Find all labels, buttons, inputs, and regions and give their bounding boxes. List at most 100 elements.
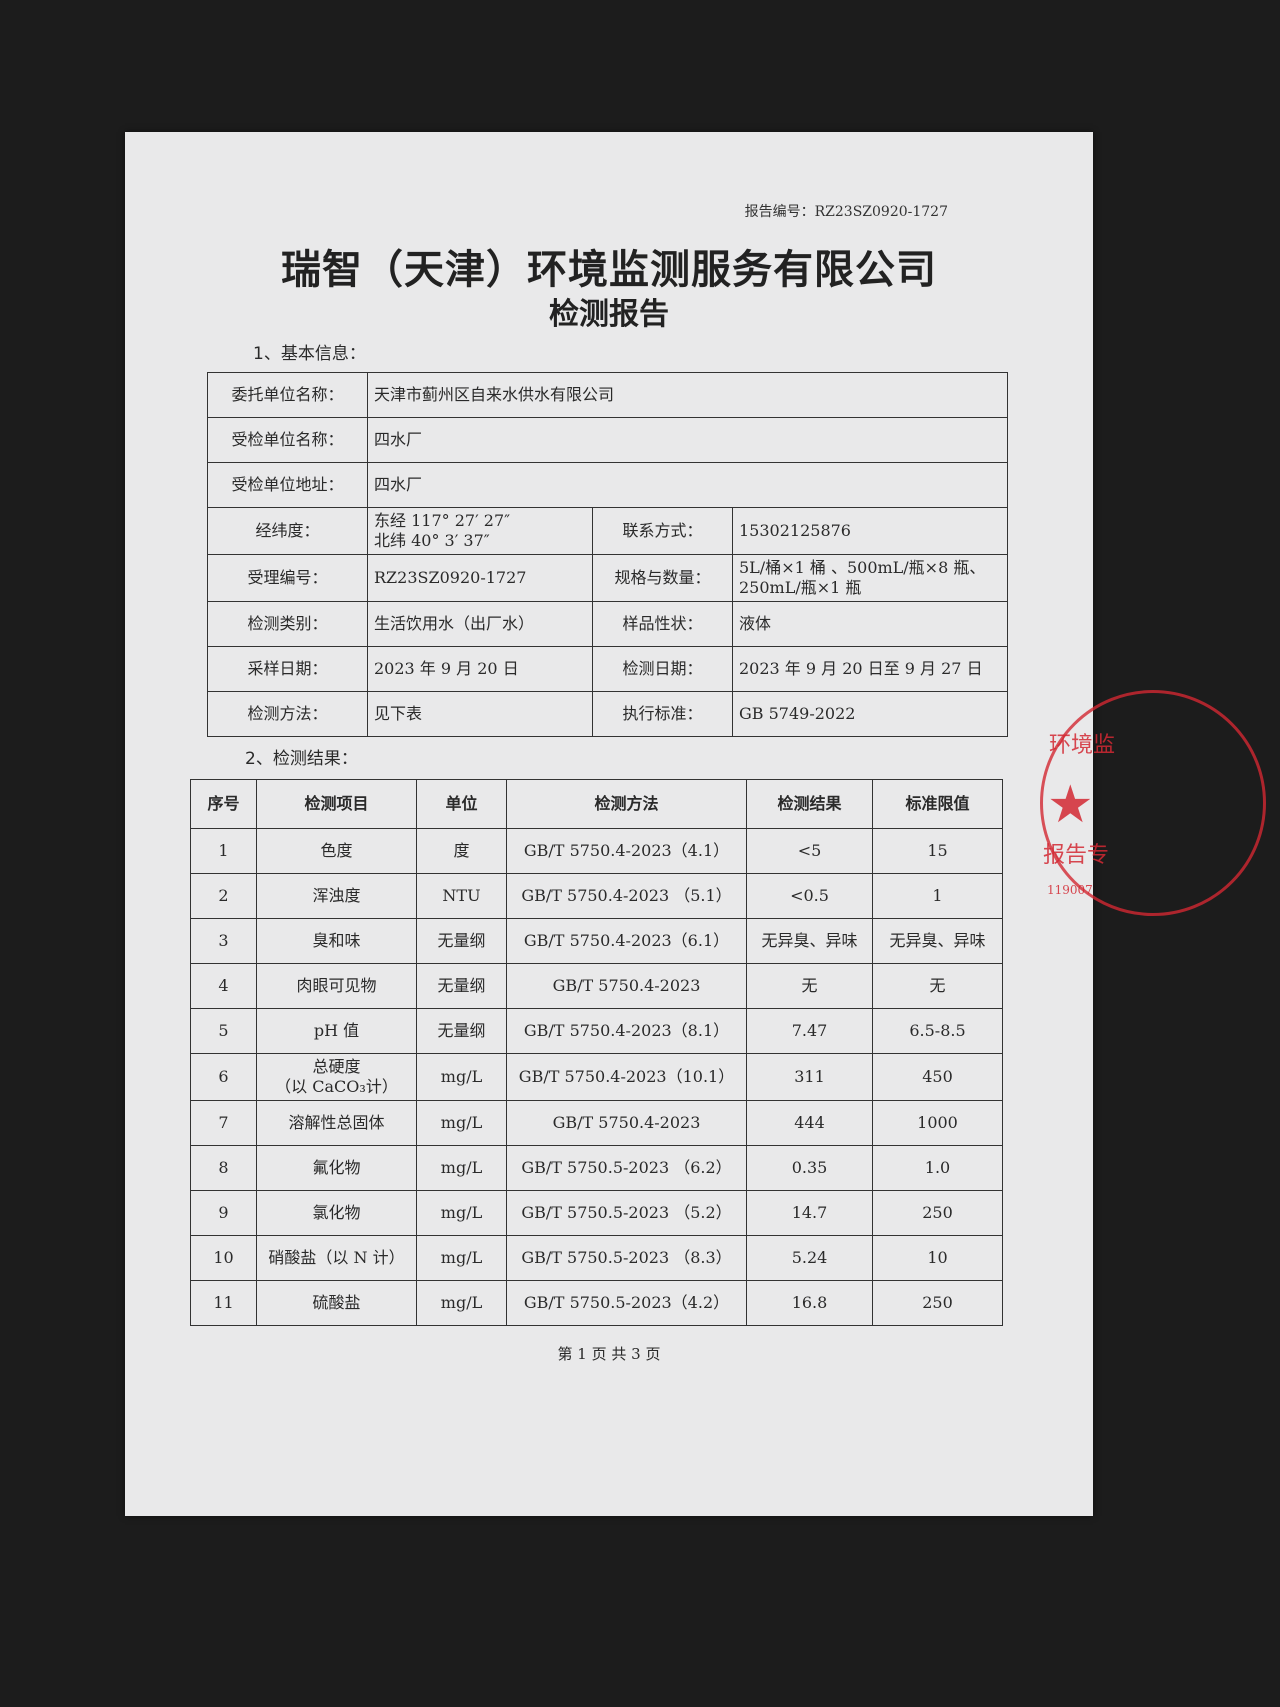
- value: 见下表: [367, 691, 593, 737]
- table-row: 4 肉眼可见物 无量纲 GB/T 5750.4-2023 无无: [190, 963, 1003, 1009]
- table-cell: GB/T 5750.4-2023 （5.1）: [506, 873, 747, 919]
- seal-code: 119007: [1047, 883, 1093, 897]
- seal-text-bottom: 报告专: [1043, 843, 1110, 868]
- table-cell: 臭和味: [256, 918, 417, 964]
- label: 检测日期：: [592, 646, 733, 692]
- spec-line: 5L/桶×1 桶 、500mL/瓶×8 瓶、: [739, 558, 986, 577]
- table-cell: 无量纲: [416, 963, 507, 1009]
- seal-text-top: 环境监: [1049, 733, 1116, 758]
- column-header: 标准限值: [872, 779, 1003, 829]
- label: 样品性状：: [592, 601, 733, 647]
- value: 5L/桶×1 桶 、500mL/瓶×8 瓶、 250mL/瓶×1 瓶: [731, 554, 1009, 602]
- value: GB 5749-2022: [731, 691, 1009, 737]
- table-row: 7 溶解性总固体 mg/L GB/T 5750.4-2023 444 1000: [190, 1100, 1003, 1146]
- table-cell: 硫酸盐: [256, 1280, 417, 1326]
- table-cell: GB/T 5750.4-2023（4.1）: [506, 828, 747, 874]
- table-cell: 肉眼可见物: [256, 963, 417, 1009]
- table-cell: 浑浊度: [256, 873, 417, 919]
- page-number: 第 1 页 共 3 页: [557, 1345, 661, 1363]
- table-cell: 无异臭、异味: [746, 918, 873, 964]
- label: 采样日期：: [207, 646, 368, 692]
- column-header: 序号: [190, 779, 257, 829]
- table-cell: 7: [190, 1100, 257, 1146]
- table-row: 8 氟化物 mg/L GB/T 5750.5-2023 （6.2） 0.35 1.0: [190, 1145, 1003, 1191]
- label: 执行标准：: [592, 691, 733, 737]
- value: 天津市蓟州区自来水供水有限公司: [366, 372, 1009, 418]
- table-cell: 4: [190, 963, 257, 1009]
- label: 经纬度：: [207, 507, 368, 555]
- table-cell: 10: [190, 1235, 257, 1281]
- label: 规格与数量：: [592, 554, 733, 602]
- table-cell: mg/L: [416, 1280, 507, 1326]
- table-cell: mg/L: [416, 1145, 507, 1191]
- table-row: 10 硝酸盐（以 N 计） mg/L GB/T 5750.5-2023 （8.3） 5.…: [190, 1235, 1003, 1281]
- value: 液体: [731, 601, 1009, 647]
- table-cell: GB/T 5750.5-2023（4.2）: [506, 1280, 747, 1326]
- label: 联系方式：: [592, 507, 733, 555]
- header-row: 序号 检测项目 单位 检测方法 检测结果 标准限值: [190, 779, 1003, 829]
- table-cell: 无异臭、异味: [872, 918, 1003, 964]
- table-cell: 6.5-8.5: [872, 1008, 1003, 1054]
- table-cell: 0.35: [746, 1145, 873, 1191]
- column-header: 检测项目: [256, 779, 417, 829]
- table-cell: GB/T 5750.5-2023 （8.3）: [506, 1235, 747, 1281]
- value: 生活饮用水（出厂水）: [367, 601, 593, 647]
- table-cell: mg/L: [416, 1190, 507, 1236]
- table-cell: 6: [190, 1053, 257, 1101]
- results-table: 序号 检测项目 单位 检测方法 检测结果 标准限值 1 色度度 GB/T 5750.4-202…: [190, 779, 1003, 1326]
- star-icon: ★: [1047, 775, 1094, 835]
- table-cell: 1.0: [872, 1145, 1003, 1191]
- table-row: 5 pH 值无量纲 GB/T 5750.4-2023（8.1） 7.47 6.5-8.5: [190, 1008, 1003, 1054]
- label: 委托单位名称：: [207, 372, 368, 418]
- column-header: 检测方法: [506, 779, 747, 829]
- table-row: 1 色度度 GB/T 5750.4-2023（4.1） <5 15: [190, 828, 1003, 874]
- value: 2023 年 9 月 20 日: [367, 646, 593, 692]
- company-title: 瑞智（天津）环境监测服务有限公司: [281, 247, 937, 293]
- table-cell: 氟化物: [256, 1145, 417, 1191]
- label: 受检单位地址：: [207, 462, 368, 508]
- table-cell: 16.8: [746, 1280, 873, 1326]
- table-cell: <0.5: [746, 873, 873, 919]
- table-cell: GB/T 5750.5-2023 （5.2）: [506, 1190, 747, 1236]
- value: 2023 年 9 月 20 日至 9 月 27 日: [731, 646, 1009, 692]
- table-cell: 5.24: [746, 1235, 873, 1281]
- table-cell: 250: [872, 1190, 1003, 1236]
- table-cell: GB/T 5750.5-2023 （6.2）: [506, 1145, 747, 1191]
- table-cell: 无量纲: [416, 1008, 507, 1054]
- table-cell: 9: [190, 1190, 257, 1236]
- table-cell: 7.47: [746, 1008, 873, 1054]
- table-cell: 度: [416, 828, 507, 874]
- table-cell: GB/T 5750.4-2023（6.1）: [506, 918, 747, 964]
- table-cell: 15: [872, 828, 1003, 874]
- value: RZ23SZ0920-1727: [367, 554, 593, 602]
- table-cell: 11: [190, 1280, 257, 1326]
- table-cell: GB/T 5750.4-2023: [506, 963, 747, 1009]
- table-cell: 1000: [872, 1100, 1003, 1146]
- table-cell: 3: [190, 918, 257, 964]
- section-basic-info: 1、基本信息：: [253, 344, 366, 364]
- table-row: 9 氯化物 mg/L GB/T 5750.5-2023 （5.2） 14.7 250: [190, 1190, 1003, 1236]
- table-cell: 硝酸盐（以 N 计）: [256, 1235, 417, 1281]
- table-cell: mg/L: [416, 1053, 507, 1101]
- table-cell: 无: [746, 963, 873, 1009]
- table-cell: 8: [190, 1145, 257, 1191]
- table-cell: 1: [190, 828, 257, 874]
- table-cell: 1: [872, 873, 1003, 919]
- report-title: 检测报告: [549, 297, 669, 332]
- label: 受检单位名称：: [207, 417, 368, 463]
- table-row: 6 总硬度 （以 CaCO₃计） mg/L GB/T 5750.4-2023（10.1…: [190, 1053, 1003, 1101]
- table-cell: 色度: [256, 828, 417, 874]
- value: 四水厂: [366, 462, 1009, 508]
- table-cell: 5: [190, 1008, 257, 1054]
- table-cell: <5: [746, 828, 873, 874]
- value: 东经 117° 27′ 27″ 北纬 40° 3′ 37″: [367, 507, 593, 555]
- table-cell: 14.7: [746, 1190, 873, 1236]
- section-results: 2、检测结果：: [245, 749, 358, 769]
- longitude: 东经 117° 27′ 27″: [374, 511, 511, 530]
- table-cell: mg/L: [416, 1235, 507, 1281]
- basic-info-table: 委托单位名称： 天津市蓟州区自来水供水有限公司 受检单位名称： 四水厂 受检单位地址…: [207, 372, 1009, 737]
- table-cell: 无: [872, 963, 1003, 1009]
- latitude: 北纬 40° 3′ 37″: [374, 531, 490, 550]
- spec-line: 250mL/瓶×1 瓶: [739, 578, 862, 597]
- table-cell: 无量纲: [416, 918, 507, 964]
